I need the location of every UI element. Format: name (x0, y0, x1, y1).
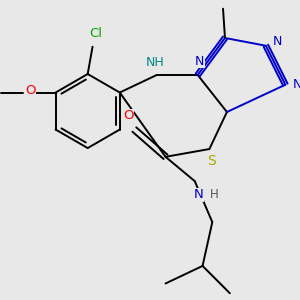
Text: O: O (25, 84, 35, 97)
Text: NH: NH (146, 56, 164, 69)
Text: N: N (292, 78, 300, 91)
Text: Cl: Cl (89, 27, 102, 40)
Text: O: O (123, 110, 134, 122)
Text: S: S (207, 154, 216, 168)
Text: N: N (194, 188, 203, 201)
Text: N: N (273, 35, 282, 48)
Text: H: H (210, 188, 219, 201)
Text: N: N (195, 55, 204, 68)
